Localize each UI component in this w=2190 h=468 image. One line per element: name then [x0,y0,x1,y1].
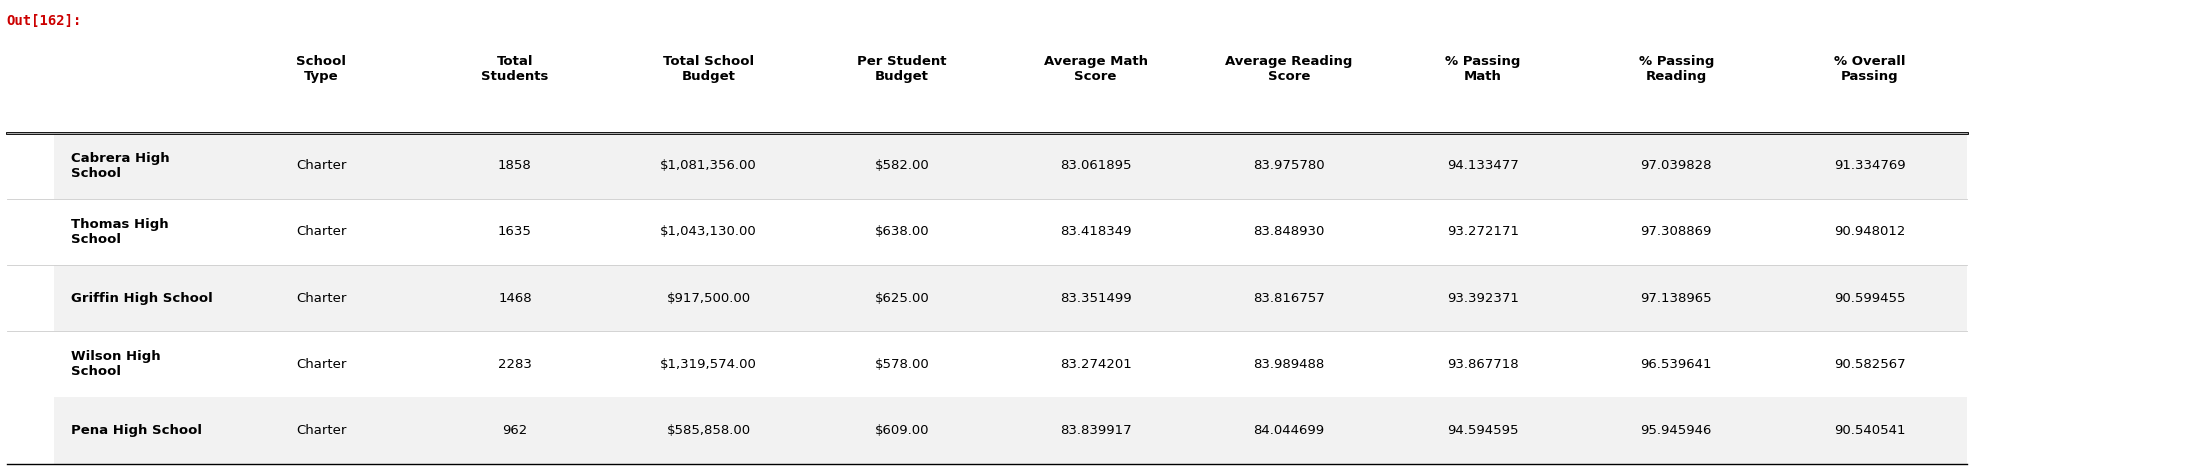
Text: Out[162]:: Out[162]: [7,14,81,28]
